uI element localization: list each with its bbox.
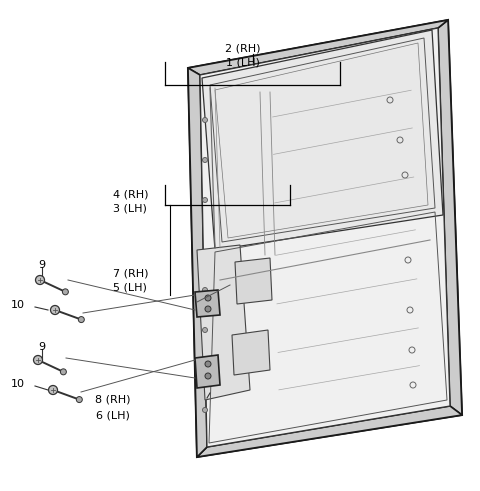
Circle shape — [78, 317, 84, 323]
Circle shape — [76, 397, 82, 403]
Circle shape — [205, 306, 211, 312]
Circle shape — [203, 408, 207, 412]
Text: 9: 9 — [38, 342, 46, 352]
Text: 10: 10 — [11, 300, 25, 310]
Polygon shape — [235, 258, 272, 304]
Text: 6 (LH): 6 (LH) — [96, 410, 130, 420]
Text: 7 (RH): 7 (RH) — [113, 268, 148, 278]
Circle shape — [50, 305, 60, 315]
Circle shape — [205, 295, 211, 301]
Polygon shape — [188, 20, 448, 75]
Circle shape — [203, 367, 207, 373]
Polygon shape — [188, 68, 207, 457]
Text: 5 (LH): 5 (LH) — [113, 282, 147, 292]
Text: 1 (LH): 1 (LH) — [226, 57, 260, 67]
Circle shape — [203, 327, 207, 332]
Circle shape — [62, 289, 68, 295]
Text: 4 (RH): 4 (RH) — [113, 189, 148, 199]
Circle shape — [34, 355, 43, 364]
Polygon shape — [188, 20, 462, 457]
Circle shape — [203, 197, 207, 202]
Circle shape — [203, 158, 207, 163]
Polygon shape — [200, 28, 450, 447]
Circle shape — [36, 275, 45, 284]
Circle shape — [60, 369, 66, 375]
Polygon shape — [202, 30, 443, 250]
Polygon shape — [232, 330, 270, 375]
Polygon shape — [195, 355, 220, 388]
Circle shape — [48, 385, 58, 394]
Circle shape — [205, 373, 211, 379]
Polygon shape — [195, 290, 220, 317]
Circle shape — [205, 361, 211, 367]
Polygon shape — [197, 406, 462, 457]
Text: 3 (LH): 3 (LH) — [113, 203, 147, 213]
Circle shape — [203, 117, 207, 122]
Text: 8 (RH): 8 (RH) — [95, 395, 131, 405]
Polygon shape — [438, 20, 462, 415]
Text: 10: 10 — [11, 379, 25, 389]
Text: 2 (RH): 2 (RH) — [225, 43, 261, 53]
Polygon shape — [197, 245, 250, 400]
Text: 9: 9 — [38, 260, 46, 270]
Circle shape — [203, 288, 207, 293]
